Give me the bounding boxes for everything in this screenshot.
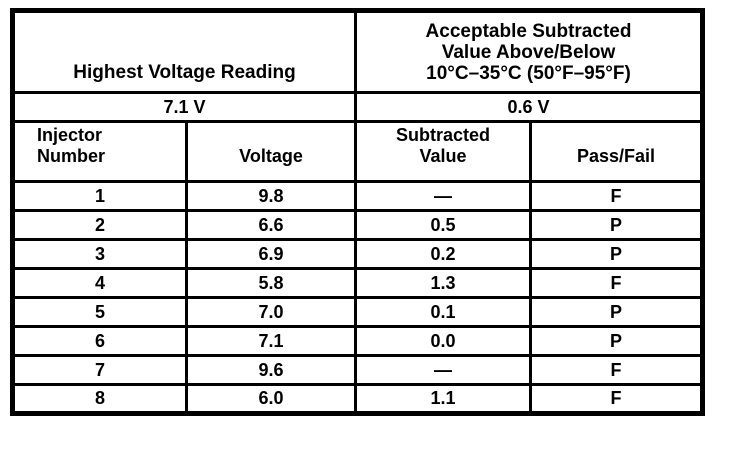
col-header-injector-line-2: Number (37, 146, 106, 166)
table-row: 7 9.6 — F (11, 354, 704, 386)
voltage-cell: 6.9 (185, 238, 357, 270)
injector-number-cell: 4 (11, 267, 188, 299)
subtracted-value-cell: 0.2 (354, 238, 532, 270)
subtracted-value-cell: — (354, 354, 532, 386)
col-header-injector-line-1: Injector (37, 125, 103, 145)
injector-number-cell: 1 (11, 180, 188, 212)
subtracted-value-cell: 0.0 (354, 325, 532, 357)
acceptable-subtracted-value-header: Acceptable Subtracted Value Above/Below … (354, 9, 704, 94)
voltage-cell: 9.6 (185, 354, 357, 386)
pass-fail-cell: P (529, 296, 704, 328)
highest-voltage-reading-header: Highest Voltage Reading (11, 9, 357, 94)
summary-row: 7.1 V 0.6 V (11, 91, 704, 123)
acceptable-header-line-3: 10°C–35°C (50°F–95°F) (426, 62, 631, 84)
pass-fail-cell: F (529, 383, 704, 415)
table-row: 8 6.0 1.1 F (11, 383, 704, 415)
voltage-cell: 9.8 (185, 180, 357, 212)
subtracted-value-cell: 0.1 (354, 296, 532, 328)
injector-number-cell: 7 (11, 354, 188, 386)
pass-fail-cell: P (529, 325, 704, 357)
pass-fail-cell: P (529, 209, 704, 241)
table-row: 5 7.0 0.1 P (11, 296, 704, 328)
injector-number-cell: 3 (11, 238, 188, 270)
col-header-pass-fail: Pass/Fail (529, 120, 704, 183)
injector-number-cell: 5 (11, 296, 188, 328)
injector-number-cell: 6 (11, 325, 188, 357)
pass-fail-cell: F (529, 354, 704, 386)
col-header-injector-number: Injector Number (11, 120, 188, 183)
injector-number-cell: 8 (11, 383, 188, 415)
column-header-row: Injector Number Voltage Subtracted Value… (11, 120, 704, 183)
injector-number-cell: 2 (11, 209, 188, 241)
voltage-cell: 6.0 (185, 383, 357, 415)
acceptable-value: 0.6 V (354, 91, 704, 123)
highest-voltage-value: 7.1 V (11, 91, 357, 123)
table-row: 3 6.9 0.2 P (11, 238, 704, 270)
highest-voltage-reading-label: Highest Voltage Reading (73, 62, 296, 83)
pass-fail-cell: P (529, 238, 704, 270)
col-header-subtracted-value: Subtracted Value (354, 120, 532, 183)
voltage-cell: 5.8 (185, 267, 357, 299)
col-header-voltage: Voltage (185, 120, 357, 183)
table-row: 4 5.8 1.3 F (11, 267, 704, 299)
subtracted-value-cell: 0.5 (354, 209, 532, 241)
subtracted-value-cell: — (354, 180, 532, 212)
voltage-cell: 7.0 (185, 296, 357, 328)
acceptable-header-line-2: Value Above/Below (441, 41, 616, 63)
voltage-cell: 6.6 (185, 209, 357, 241)
top-header-row: Highest Voltage Reading Acceptable Subtr… (11, 9, 704, 94)
col-header-subtracted-line-2: Value (419, 146, 467, 166)
table-row: 6 7.1 0.0 P (11, 325, 704, 357)
table-row: 2 6.6 0.5 P (11, 209, 704, 241)
subtracted-value-cell: 1.1 (354, 383, 532, 415)
acceptable-header-line-1: Acceptable Subtracted (425, 20, 632, 42)
col-header-subtracted-line-1: Subtracted (395, 125, 491, 145)
table-row: 1 9.8 — F (11, 180, 704, 212)
injector-voltage-table: Highest Voltage Reading Acceptable Subtr… (10, 8, 705, 416)
pass-fail-cell: F (529, 267, 704, 299)
subtracted-value-cell: 1.3 (354, 267, 532, 299)
voltage-cell: 7.1 (185, 325, 357, 357)
pass-fail-cell: F (529, 180, 704, 212)
